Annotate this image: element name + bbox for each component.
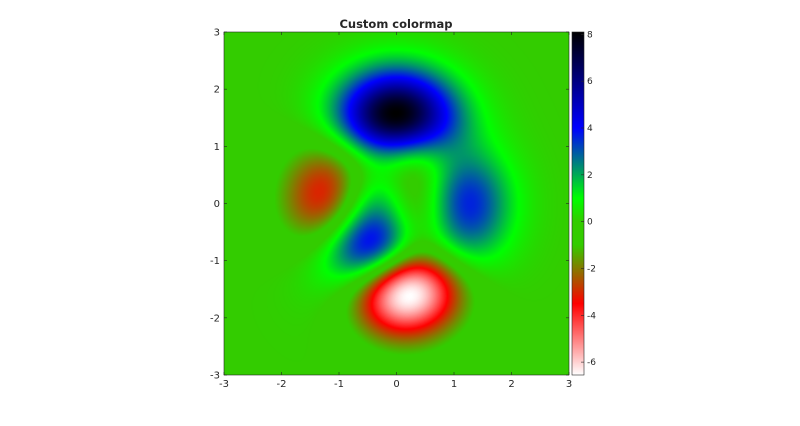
y-tick-label: 3 [214, 28, 220, 39]
x-tick-label: -1 [334, 379, 344, 390]
colorbar-tick-label: 4 [587, 124, 593, 134]
plot-area [223, 31, 570, 376]
colorbar-gradient [572, 32, 584, 375]
x-tick-label: -2 [277, 379, 287, 390]
y-tick-label: 0 [214, 199, 220, 210]
colorbar-tick-label: 8 [587, 30, 593, 40]
colorbar-frame [571, 31, 585, 376]
x-tick-label: 2 [508, 379, 514, 390]
colorbar-tick-label: 2 [587, 171, 593, 181]
x-tick-label: 3 [566, 379, 572, 390]
heatmap-surface [224, 32, 569, 375]
colorbar-tick-label: -2 [587, 264, 596, 274]
y-tick-label: -3 [210, 371, 220, 382]
chart-title: Custom colormap [339, 17, 452, 31]
colorbar-tick-label: 0 [587, 218, 593, 228]
colorbar-tick-label: -4 [587, 311, 596, 321]
x-tick-label: 1 [451, 379, 457, 390]
colorbar: -6 -4 -2 0 2 4 6 8 [571, 30, 596, 376]
y-tick-label: 1 [214, 142, 220, 153]
y-tick-label: -1 [210, 256, 220, 267]
colorbar-tick-label: -6 [587, 358, 596, 368]
y-axis: -3 -2 -1 0 1 2 3 [210, 28, 569, 382]
x-axis: -3 -2 -1 0 1 2 3 [219, 32, 572, 390]
y-tick-label: -2 [210, 313, 220, 324]
x-tick-label: 0 [393, 379, 399, 390]
y-tick-label: 2 [214, 85, 220, 96]
x-tick-label: -3 [219, 379, 229, 390]
colorbar-tick-label: 6 [587, 77, 593, 87]
colorbar-ticks: -6 -4 -2 0 2 4 6 8 [581, 30, 596, 368]
